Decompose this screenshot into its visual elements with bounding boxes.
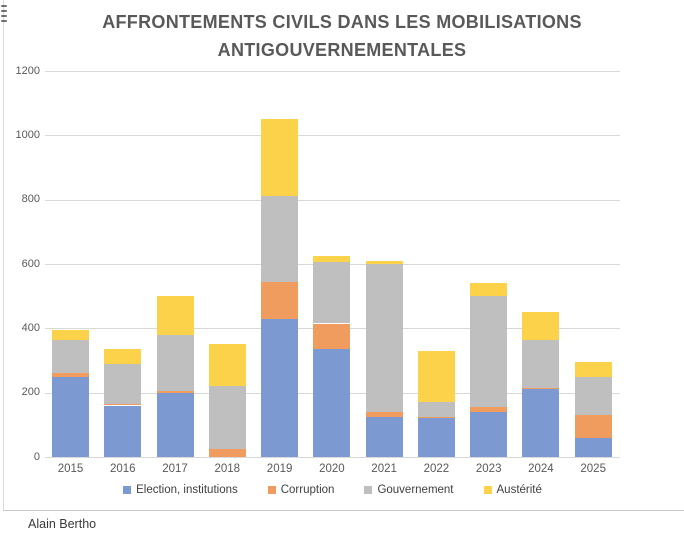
legend-label: Corruption: [280, 484, 335, 496]
legend-label: Election, institutions: [136, 484, 238, 496]
bar-segment-2022-gouvernement: [417, 402, 455, 417]
y-axis-tick-label: 0: [33, 450, 40, 463]
legend-swatch-icon: [267, 486, 276, 494]
bar-segment-2021-austérité: [365, 260, 403, 264]
bar-segment-2022-election: [417, 418, 455, 457]
y-axis-tick-label: 1200: [15, 64, 40, 77]
y-axis-tick-label: 200: [21, 386, 40, 399]
x-axis-tick-label: 2016: [110, 463, 136, 475]
legend-label: Austérité: [496, 484, 542, 496]
bar-segment-2024-corruption: [522, 387, 560, 390]
y-axis-tick-label: 1000: [15, 128, 40, 141]
bar-segment-2016-austérité: [104, 349, 142, 364]
gridline-y-1000: [45, 135, 620, 137]
bar-segment-2020-election: [313, 349, 351, 457]
y-axis-tick-label: 800: [21, 193, 40, 206]
x-axis-tick-label: 2021: [371, 463, 397, 475]
legend-label: Gouvernement: [377, 484, 454, 496]
bar-segment-2023-gouvernement: [470, 296, 508, 408]
x-axis-tick-label: 2020: [319, 463, 345, 475]
bar-segment-2020-austérité: [313, 256, 351, 263]
bar-segment-2020-gouvernement: [313, 262, 351, 324]
bar-segment-2017-election: [156, 392, 194, 457]
bar-segment-2019-austérité: [261, 119, 299, 197]
x-axis-tick-label: 2023: [475, 463, 502, 475]
bar-segment-2016-gouvernement: [104, 363, 142, 404]
bar-segment-2018-gouvernement: [208, 386, 246, 449]
bar-segment-2015-gouvernement: [52, 339, 89, 374]
bar-segment-2016-corruption: [104, 403, 142, 406]
bar-segment-2015-election: [52, 376, 89, 457]
bar-segment-2023-corruption: [470, 407, 508, 412]
bar-segment-2024-gouvernement: [522, 339, 560, 388]
y-axis-tick-label: 400: [21, 321, 40, 334]
bar-segment-2021-gouvernement: [365, 264, 403, 412]
legend-item-election: Election, institutions: [123, 484, 238, 496]
legend-item-austérité: Austérité: [483, 484, 542, 496]
bar-segment-2021-election: [365, 416, 403, 457]
x-axis-tick-label: 2025: [580, 463, 606, 475]
bar-segment-2023-austérité: [470, 283, 508, 297]
x-axis-tick-label: 2019: [266, 463, 293, 475]
x-axis-tick-label: 2024: [528, 463, 554, 475]
bar-segment-2021-corruption: [365, 412, 403, 417]
attribution-text: Alain Bertho: [28, 517, 97, 531]
x-axis-tick-label: 2015: [57, 463, 84, 475]
chart-legend: Election, institutions Corruption Gouverne…: [45, 484, 620, 496]
gridline-y-1200: [45, 71, 620, 72]
bar-segment-2024-austérité: [522, 312, 560, 340]
clipped-edge-text-artifact: [1, 2, 8, 28]
bar-segment-2017-gouvernement: [156, 334, 194, 392]
bar-segment-2025-gouvernement: [574, 376, 612, 416]
bar-segment-2018-corruption: [208, 449, 246, 457]
bar-segment-2019-gouvernement: [261, 196, 299, 282]
bar-segment-2017-corruption: [156, 391, 194, 393]
x-axis-tick-label: 2018: [214, 463, 241, 475]
chart-title: AFFRONTEMENTS CIVILS DANS LES MOBILISATI…: [102, 12, 582, 60]
bar-segment-2022-corruption: [417, 416, 455, 419]
x-axis-tick-label: 2022: [423, 463, 450, 475]
gridline-y-0: [45, 457, 620, 458]
bar-segment-2016-election: [104, 405, 142, 457]
legend-swatch-icon: [123, 486, 132, 494]
bar-segment-2022-austérité: [417, 350, 455, 403]
bar-segment-2019-election: [261, 318, 299, 457]
y-axis-tick-label: 600: [21, 257, 40, 270]
bar-segment-2015-austérité: [52, 329, 89, 340]
bar-segment-2020-corruption: [313, 323, 351, 350]
gridline-y-800: [45, 199, 620, 201]
bar-segment-2015-corruption: [52, 373, 89, 377]
bar-segment-2023-election: [470, 412, 508, 457]
bar-segment-2018-austérité: [208, 344, 246, 387]
legend-swatch-icon: [364, 486, 373, 494]
window-left-border: [3, 0, 4, 510]
legend-item-gouvernement: Gouvernement: [364, 484, 454, 496]
bar-segment-2025-election: [574, 437, 612, 457]
x-axis-tick-label: 2017: [162, 463, 188, 475]
bar-segment-2017-austérité: [156, 296, 194, 335]
bar-segment-2019-corruption: [261, 281, 299, 319]
bar-segment-2024-election: [522, 389, 560, 457]
bar-segment-2025-corruption: [574, 415, 612, 438]
legend-swatch-icon: [483, 486, 492, 494]
legend-item-corruption: Corruption: [267, 484, 335, 496]
window-bottom-border: [3, 510, 684, 511]
bar-segment-2025-austérité: [574, 362, 612, 377]
